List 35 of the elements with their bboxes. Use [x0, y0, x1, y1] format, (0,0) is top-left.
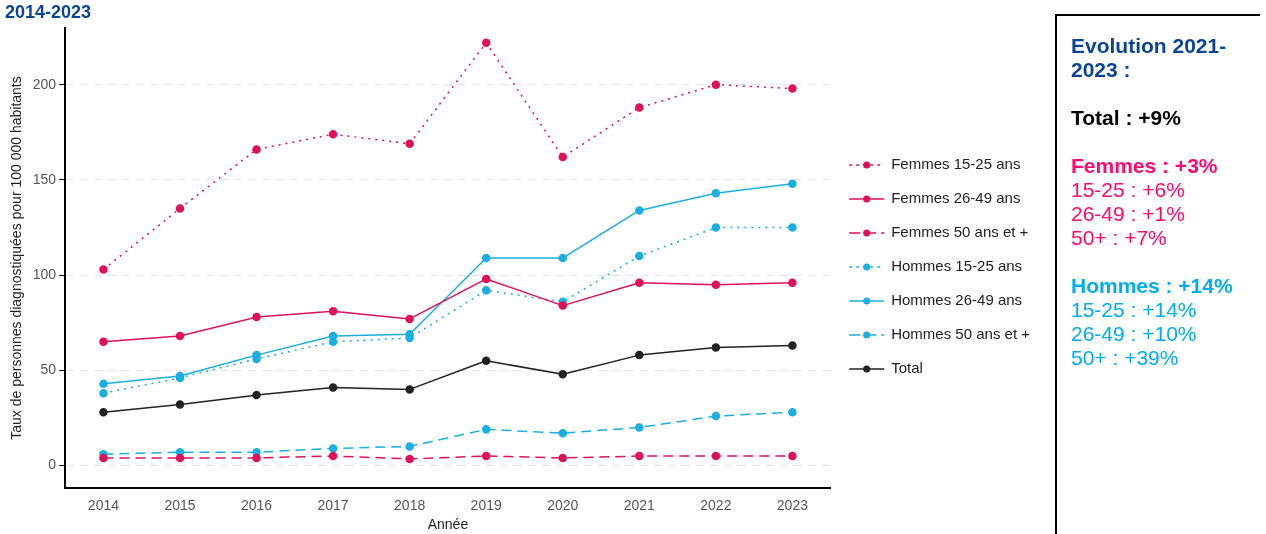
legend-label: Hommes 15-25 ans	[891, 257, 1023, 275]
text: 50+ : +7%	[1071, 226, 1168, 250]
x-tick-label: 2019	[470, 496, 502, 513]
text: 26-49 : +1%	[1071, 202, 1186, 226]
chart-title: 2014-2023	[5, 1, 92, 22]
text: Femmes : +3%	[1071, 154, 1219, 178]
x-tick-label: 2018	[394, 496, 426, 513]
x-tick-label: 2022	[700, 496, 732, 513]
text: 15-25 : +14%	[1071, 298, 1198, 322]
y-tick-label: 150	[32, 170, 57, 187]
legend-label: Femmes 26-49 ans	[891, 189, 1021, 207]
x-axis-title: Année	[427, 516, 469, 533]
text: Total : +9%	[1071, 106, 1182, 130]
legend-label: Femmes 15-25 ans	[891, 155, 1021, 173]
x-tick-label: 2020	[547, 496, 579, 513]
legend-label: Hommes 26-49 ans	[891, 291, 1023, 309]
y-tick-label: 200	[32, 75, 57, 92]
legend-label: Total	[891, 359, 923, 377]
text: 15-25 : +6%	[1071, 178, 1186, 202]
legend-label: Femmes 50 ans et +	[891, 223, 1029, 241]
y-axis-title: Taux de personnes diagnostiquées pour 100 000 habitants	[8, 76, 25, 440]
text: Evolution 2021-2023 :	[1071, 34, 1228, 82]
x-tick-label: 2017	[317, 496, 349, 513]
text: 26-49 : +10%	[1071, 322, 1198, 346]
text: 50+ : +39%	[1071, 346, 1180, 370]
y-tick-label: 50	[40, 361, 57, 378]
x-tick-label: 2023	[776, 496, 809, 513]
x-tick-label: 2014	[87, 496, 120, 513]
text: Hommes : +14%	[1071, 274, 1234, 298]
y-tick-label: 100	[32, 266, 57, 282]
legend-label: Hommes 50 ans et +	[891, 325, 1031, 343]
x-tick-label: 2015	[164, 496, 196, 513]
y-tick-label: 0	[48, 456, 57, 473]
x-tick-label: 2016	[240, 496, 273, 513]
x-tick-label: 2021	[623, 496, 656, 513]
